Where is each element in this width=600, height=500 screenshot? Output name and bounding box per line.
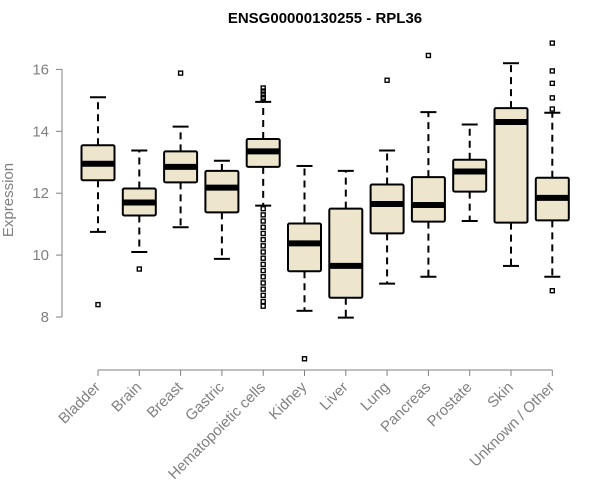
outlier-point [260, 280, 266, 286]
outlier-point [260, 255, 266, 261]
y-axis: 8 10 12 14 16 [32, 61, 63, 326]
box-kidney [287, 164, 322, 362]
box-unknown-other [534, 40, 570, 294]
outlier-point [549, 80, 555, 87]
outlier-point [260, 236, 266, 243]
box-skin [493, 62, 529, 267]
iqr-box [452, 158, 488, 193]
outlier-point [549, 68, 555, 74]
box-breast [163, 70, 199, 229]
outlier-point [260, 218, 266, 224]
outlier-point [260, 274, 266, 280]
outlier-point [549, 287, 555, 294]
iqr-box [204, 169, 240, 214]
y-tick-label: 12 [32, 185, 49, 202]
x-tick-label: Breast [144, 378, 187, 421]
outlier-point [260, 205, 266, 212]
y-tick-label: 16 [32, 61, 49, 78]
iqr-box [328, 207, 364, 299]
outlier-point [260, 224, 266, 230]
outlier-point [260, 230, 266, 237]
box-pancreas [410, 52, 446, 278]
outlier-point [260, 292, 266, 299]
box-hematopoietic-cells [245, 85, 281, 309]
outlier-point [260, 243, 266, 249]
outlier-point [95, 301, 101, 308]
outlier-point [549, 106, 555, 112]
outlier-point [260, 88, 266, 94]
box-liver [328, 169, 364, 319]
outlier-point [260, 267, 266, 274]
iqr-box [493, 107, 529, 224]
x-tick-label: Bladder [55, 379, 104, 428]
x-tick-label: Prostate [424, 379, 476, 431]
box-series [80, 40, 570, 362]
box-bladder [80, 96, 116, 308]
outlier-point [260, 298, 266, 305]
x-tick-label: Kidney [266, 378, 311, 423]
y-tick-label: 14 [32, 123, 49, 140]
outlier-point [260, 249, 266, 255]
outlier-point [384, 77, 390, 83]
x-tick-label: Skin [484, 379, 517, 412]
iqr-box [287, 222, 322, 273]
x-tick-label: Brain [108, 379, 145, 416]
outlier-point [260, 212, 266, 218]
iqr-box [410, 176, 446, 223]
iqr-box [369, 183, 405, 235]
box-lung [369, 77, 405, 285]
outlier-point [425, 52, 432, 59]
outlier-point [136, 266, 143, 272]
y-tick-label: 10 [32, 247, 49, 264]
y-tick-label: 8 [41, 309, 49, 326]
outlier-point [177, 70, 184, 76]
box-brain [121, 149, 157, 272]
box-prostate [452, 123, 488, 223]
box-gastric [204, 159, 240, 260]
y-axis-label: Expression [0, 163, 17, 237]
x-tick-label: Liver [317, 379, 352, 414]
x-tick-label: Lung [357, 379, 393, 415]
outlier-point [260, 85, 266, 91]
outlier-point [549, 40, 555, 46]
outlier-point [549, 95, 555, 101]
chart-title: ENSG00000130255 - RPL36 [228, 10, 422, 27]
outlier-point [260, 286, 266, 292]
outlier-point [260, 96, 266, 102]
outlier-point [260, 261, 266, 268]
outlier-point [260, 303, 266, 309]
outlier-point [301, 356, 308, 362]
